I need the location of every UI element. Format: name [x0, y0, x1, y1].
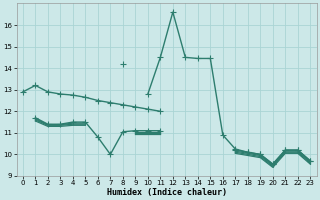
X-axis label: Humidex (Indice chaleur): Humidex (Indice chaleur)	[107, 188, 227, 197]
